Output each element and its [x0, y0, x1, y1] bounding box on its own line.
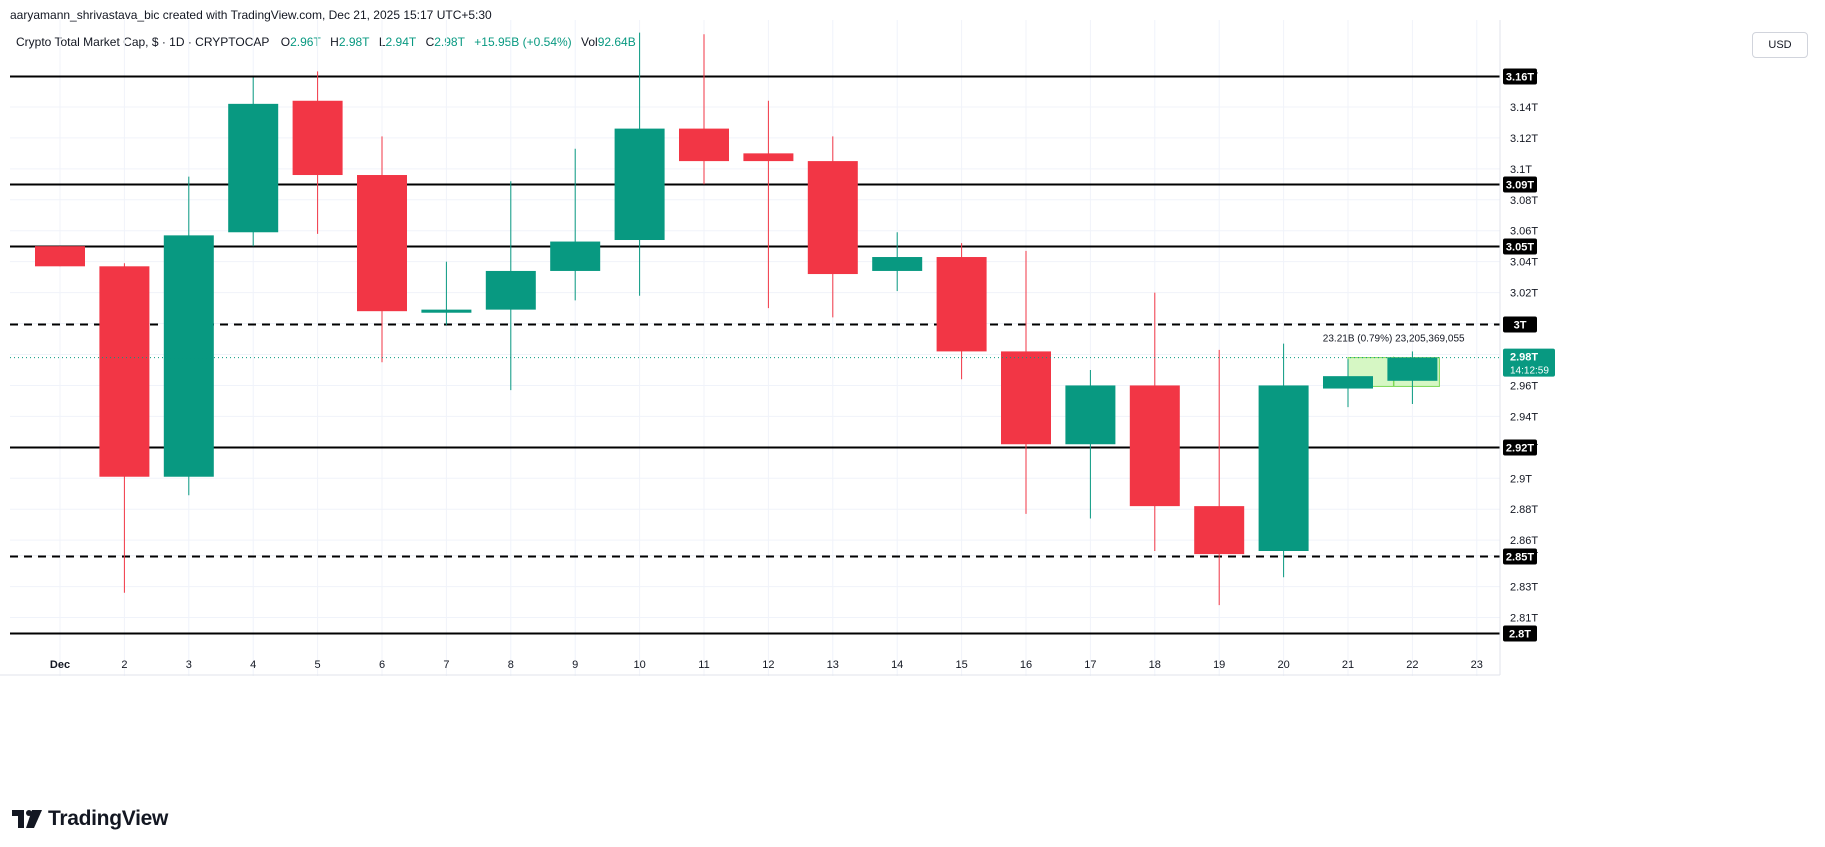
high-value: 2.98T — [338, 35, 370, 49]
candle-body-down — [357, 175, 407, 312]
time-tick-label: 17 — [1084, 659, 1096, 671]
time-tick-label: 18 — [1149, 659, 1161, 671]
price-tick-label: 3.08T — [1510, 195, 1538, 207]
candle-body-down — [807, 161, 858, 275]
level-price-tag — [1503, 316, 1537, 333]
price-tick-label: 2.86T — [1510, 535, 1538, 547]
level-price-label: 3.16T — [1506, 72, 1534, 84]
price-tick-label: 3.06T — [1510, 226, 1538, 238]
candle-body-up — [1323, 376, 1373, 389]
symbol-name[interactable]: Crypto Total Market Cap, $ · 1D · CRYPTO… — [16, 35, 270, 49]
candle-body-up — [550, 241, 601, 271]
time-tick-label: 6 — [379, 659, 385, 671]
level-price-label: 3.05T — [1506, 242, 1534, 254]
bar-countdown: 14:12:59 — [1510, 366, 1549, 377]
level-price-label: 2.85T — [1506, 552, 1534, 564]
candle-body-up — [1387, 357, 1438, 381]
time-tick-label: 23 — [1471, 659, 1483, 671]
time-tick-label: 10 — [633, 659, 645, 671]
level-price-label: 3T — [1514, 320, 1527, 332]
price-tick-label: 3.04T — [1510, 257, 1538, 269]
price-tick-label: 3.14T — [1510, 102, 1538, 114]
time-tick-label: 15 — [955, 659, 967, 671]
time-tick-label: 20 — [1277, 659, 1289, 671]
level-price-tag — [1503, 548, 1537, 565]
price-tick-label: 2.81T — [1510, 613, 1538, 625]
level-price-label: 2.92T — [1506, 443, 1534, 455]
price-tick-label: 2.96T — [1510, 380, 1538, 392]
time-tick-label: 16 — [1020, 659, 1032, 671]
tradingview-wordmark: TradingView — [48, 807, 169, 830]
price-tick-label: 2.83T — [1510, 582, 1538, 594]
candle-body-up — [614, 128, 665, 241]
open-value: 2.96T — [290, 35, 321, 49]
level-price-tag — [1503, 625, 1537, 642]
currency-button[interactable]: USD — [1752, 32, 1808, 58]
open-label: O — [280, 35, 291, 49]
time-axis: Dec 2 3 4 5 6 7 8 9 10 11 12 13 14 15 16 17 18 19 20 21 22 23 — [50, 659, 1483, 671]
symbol-legend: Crypto Total Market Cap, $ · 1D · CRYPTO… — [16, 35, 642, 49]
price-tick-label: 2.88T — [1510, 504, 1538, 516]
tradingview-logo[interactable]: TradingView — [12, 806, 168, 832]
candle-body-down — [1194, 506, 1245, 555]
level-price-tag — [1503, 238, 1537, 255]
time-tick-label: 7 — [443, 659, 449, 671]
time-tick-label: 14 — [891, 659, 903, 671]
time-tick-label: Dec — [50, 659, 70, 671]
time-tick-label: 3 — [186, 659, 192, 671]
candle-body-down — [292, 100, 343, 176]
candle-body-up — [1258, 385, 1309, 551]
candlestick-series — [35, 32, 1438, 606]
candle-body-down — [35, 246, 85, 267]
time-tick-label: 5 — [315, 659, 321, 671]
time-tick-label: 13 — [827, 659, 839, 671]
time-tick-label: 8 — [508, 659, 514, 671]
price-tick-label: 2.94T — [1510, 411, 1538, 423]
candle-body-up — [872, 257, 923, 271]
time-tick-label: 19 — [1213, 659, 1225, 671]
candle-body-down — [679, 128, 729, 162]
volume-value: 92.64B — [597, 35, 636, 49]
close-label: C — [425, 35, 435, 49]
price-chart[interactable]: 23.21B (0.79%) 23,205,369,055 2.81T 2.83T… — [0, 0, 1825, 800]
measure-label: 23.21B (0.79%) 23,205,369,055 — [1323, 334, 1465, 345]
time-tick-label: 22 — [1406, 659, 1418, 671]
level-price-tag — [1503, 439, 1537, 456]
time-tick-label: 21 — [1342, 659, 1354, 671]
candle-body-up — [421, 309, 472, 313]
price-tick-label: 2.9T — [1510, 473, 1532, 485]
level-price-label: 3.09T — [1506, 180, 1534, 192]
level-price-tag — [1503, 176, 1537, 193]
candle-body-down — [1001, 351, 1051, 445]
candle-body-down — [743, 153, 794, 162]
level-price-label: 2.8T — [1509, 629, 1531, 641]
candle-body-up — [163, 235, 214, 477]
level-price-tag — [1503, 68, 1537, 85]
time-tick-label: 4 — [250, 659, 256, 671]
candle-body-down — [99, 266, 150, 477]
time-tick-label: 12 — [762, 659, 774, 671]
volume-label: Vol — [581, 35, 598, 49]
candle-body-up — [228, 103, 279, 233]
change-value: +15.95B (+0.54%) — [474, 35, 572, 49]
candle-body-down — [936, 257, 987, 352]
time-tick-label: 9 — [572, 659, 578, 671]
candle-body-up — [485, 270, 536, 310]
tradingview-logo-icon — [12, 810, 42, 828]
price-tick-label: 3.1T — [1510, 164, 1532, 176]
price-tick-label: 3.12T — [1510, 133, 1538, 145]
price-axis-labels: 3.16T 3.09T 3.05T 3T 2.92T 2.85T 2.8T 2.98T 14:1… — [1503, 68, 1555, 642]
high-label: H — [330, 35, 339, 49]
candle-body-up — [1065, 385, 1116, 445]
close-value: 2.98T — [434, 35, 465, 49]
low-value: 2.94T — [385, 35, 417, 49]
candle-body-down — [1129, 385, 1180, 507]
time-tick-label: 2 — [121, 659, 127, 671]
current-price-tag — [1503, 348, 1555, 377]
current-price-label: 2.98T — [1510, 352, 1538, 364]
time-tick-label: 11 — [698, 659, 709, 671]
price-tick-label: 3.02T — [1510, 288, 1538, 300]
attribution-text: aaryamann_shrivastava_bic created with T… — [10, 8, 492, 22]
